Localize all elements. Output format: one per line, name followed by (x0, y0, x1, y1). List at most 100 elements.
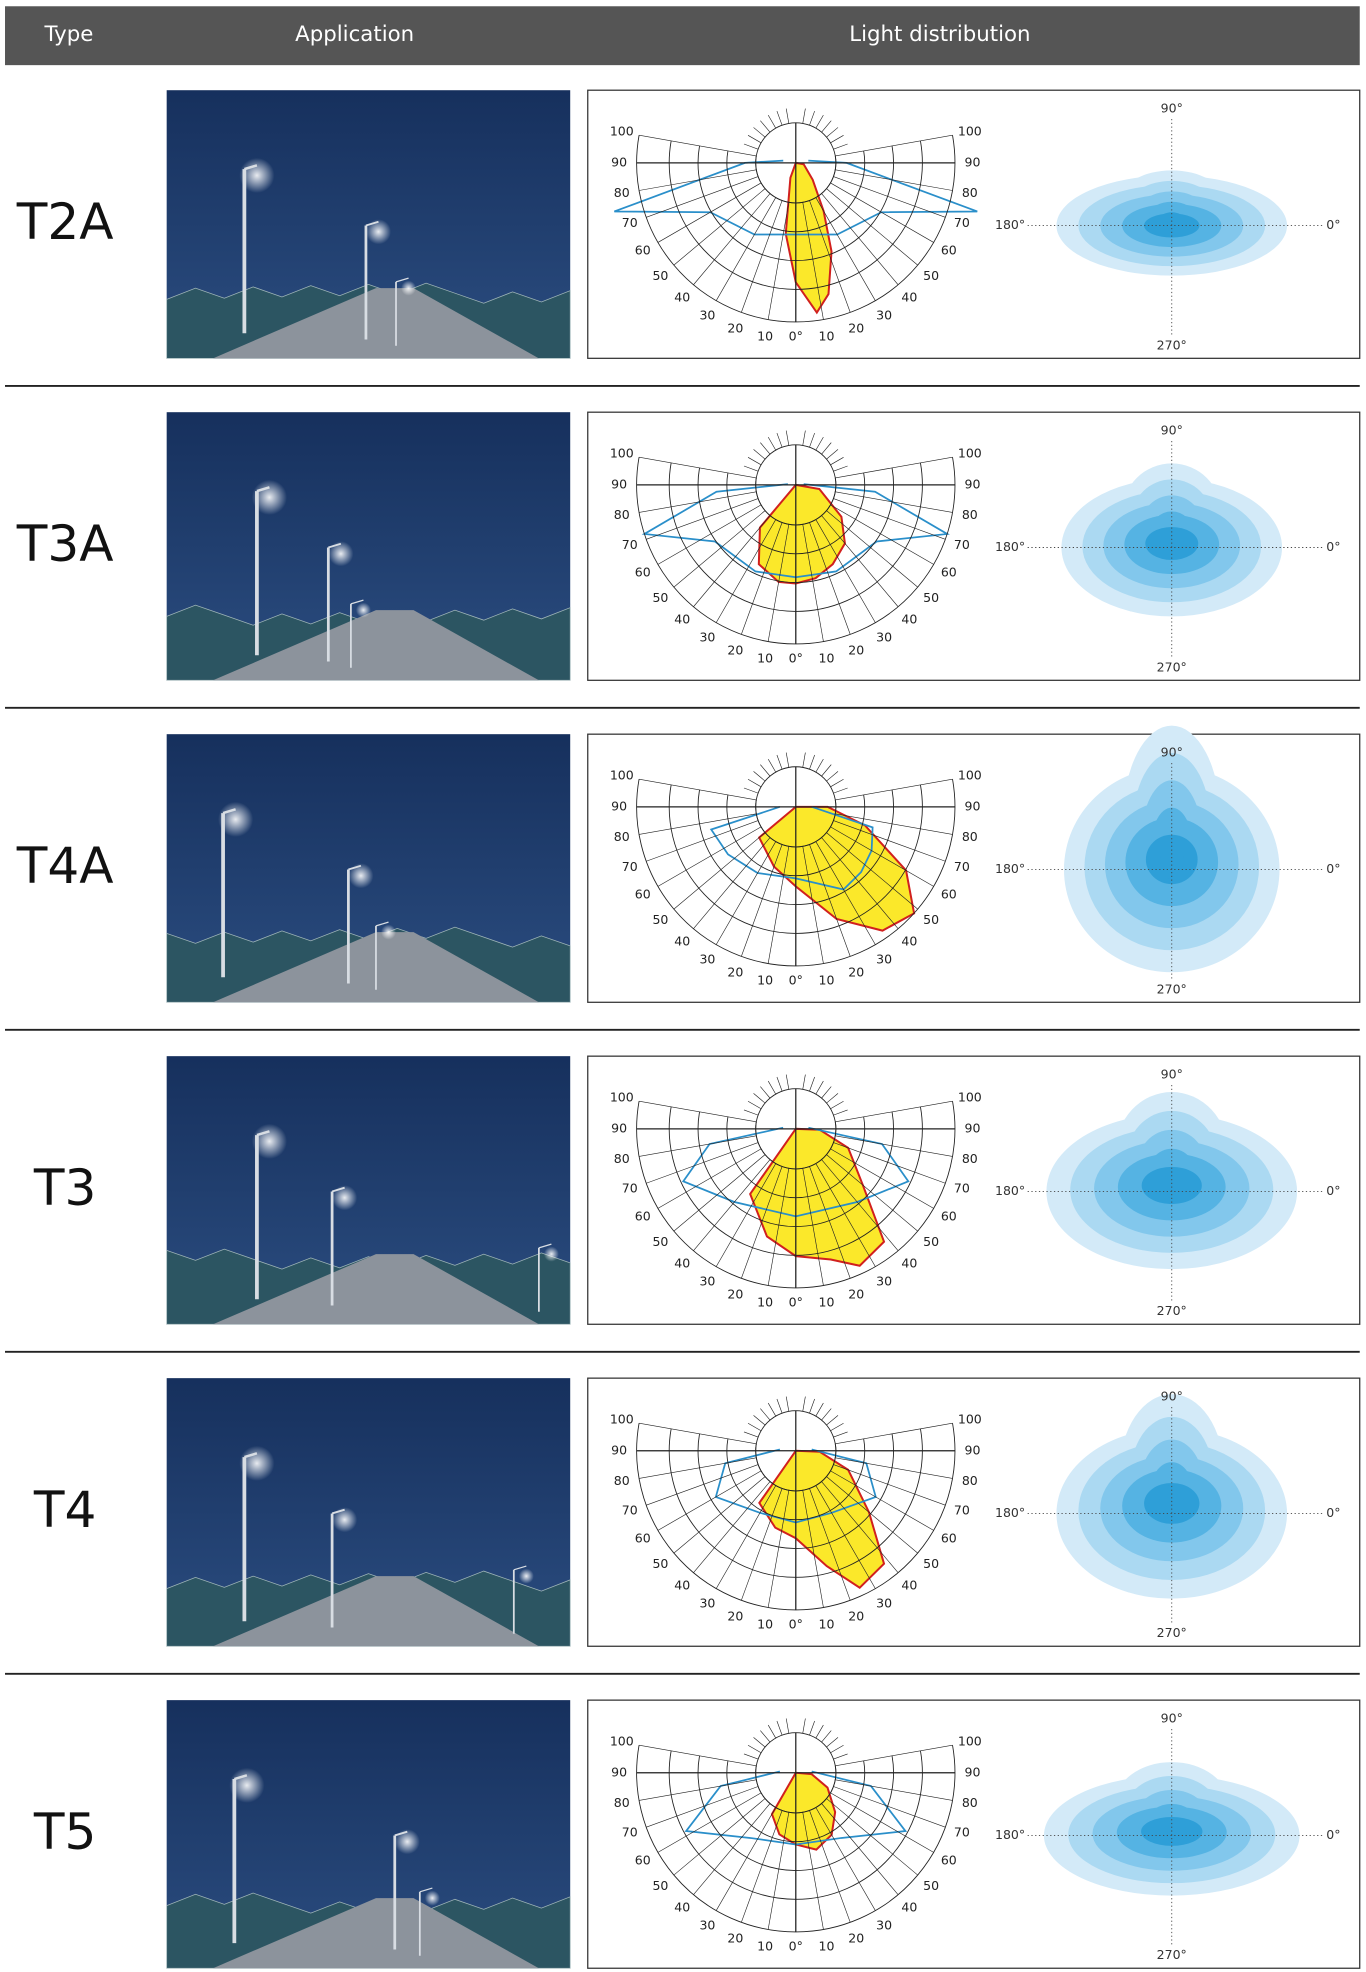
polar-spoke (815, 197, 876, 301)
polar-label: 40 (901, 612, 917, 627)
lamp-arm (513, 1565, 527, 1571)
polar-spoke (743, 1753, 759, 1760)
polar-spoke (833, 1464, 946, 1506)
polar-spoke (741, 200, 783, 313)
polar-spoke (673, 510, 766, 588)
polar-spoke (646, 1142, 759, 1184)
polar-spoke (693, 193, 771, 285)
polar-spoke (815, 519, 876, 623)
polar-spoke (826, 832, 918, 910)
polar-spoke (802, 108, 806, 124)
polar-label: 30 (699, 951, 715, 966)
polar-label: 100 (958, 446, 982, 461)
polar-spoke (821, 837, 899, 929)
application-image (166, 1700, 571, 1969)
polar-spoke (830, 1792, 934, 1853)
polar-label: 0° (789, 1294, 803, 1309)
polar-label: 30 (876, 307, 892, 322)
polar-spoke (657, 1792, 762, 1853)
polar-label: 70 (622, 1503, 638, 1518)
lamp-arm (256, 486, 270, 493)
polar-spoke (802, 1490, 824, 1608)
polar-spoke (802, 1812, 824, 1930)
polar-spoke (802, 202, 824, 320)
iso-label: 0° (1326, 1827, 1340, 1842)
iso-label: 90° (1161, 1710, 1183, 1725)
intensity-lobe (758, 1449, 886, 1590)
polar-label: 100 (610, 1412, 634, 1427)
polar-label: 60 (635, 1209, 651, 1224)
polar-spoke (815, 841, 876, 945)
polar-spoke (741, 844, 783, 957)
polar-label: 90 (965, 1120, 981, 1135)
iso-label: 180° (995, 539, 1025, 554)
polar-label: 80 (962, 1151, 978, 1166)
polar-spoke (638, 456, 757, 479)
polar-spoke (809, 432, 815, 448)
iso-label: 270° (1157, 1947, 1187, 1962)
polar-label: 20 (848, 964, 864, 979)
iso-label: 180° (995, 1505, 1025, 1520)
lamp-glow (348, 863, 374, 889)
polar-spoke (767, 1490, 790, 1608)
polar-label: 60 (635, 887, 651, 902)
polar-label: 70 (954, 1825, 970, 1840)
polar-spoke (657, 826, 762, 887)
polar-label: 60 (635, 1853, 651, 1868)
intensity-lobe (757, 805, 916, 932)
polar-spoke (638, 1422, 757, 1445)
polar-spoke (815, 1163, 876, 1267)
polar-spoke (657, 504, 762, 565)
polar-spoke (826, 127, 839, 138)
polar-label: 60 (635, 243, 651, 258)
polar-label: 20 (848, 1608, 864, 1623)
polar-label: 30 (876, 1917, 892, 1932)
polar-label: 20 (848, 1930, 864, 1945)
lamp-glow (401, 280, 417, 296)
polar-spoke (767, 1724, 777, 1739)
polar-spoke (802, 752, 806, 768)
polar-label: 100 (610, 1090, 634, 1105)
polar-spoke (646, 1786, 759, 1828)
polar-spoke (715, 197, 777, 301)
polar-spoke (826, 188, 918, 266)
iso-label: 90° (1161, 1066, 1183, 1081)
polar-spoke (809, 1398, 815, 1414)
road (213, 1254, 539, 1325)
polar-spoke (776, 1720, 783, 1736)
polar-spoke (776, 1398, 783, 1414)
polar-spoke (835, 1779, 953, 1801)
iso-label: 270° (1157, 659, 1187, 674)
polar-label: 70 (622, 1181, 638, 1196)
polar-label: 60 (941, 1531, 957, 1546)
polar-spoke (821, 442, 832, 455)
header-type: Type (43, 22, 93, 47)
polar-label: 20 (727, 1608, 743, 1623)
polar-spoke (693, 1803, 771, 1895)
polar-spoke (638, 1744, 757, 1767)
polar-spoke (767, 1080, 777, 1095)
polar-spoke (833, 176, 946, 218)
polar-label: 40 (901, 1900, 917, 1915)
polar-spoke (693, 1159, 771, 1251)
intensity-lobe (770, 1771, 837, 1851)
polar-spoke (821, 1159, 899, 1251)
polar-spoke (693, 515, 771, 607)
iso-label: 180° (995, 1827, 1025, 1842)
polar-label: 80 (614, 507, 630, 522)
lamp-glow (332, 1185, 358, 1211)
polar-label: 20 (727, 320, 743, 335)
application-image (166, 734, 571, 1003)
polar-spoke (821, 1803, 899, 1895)
polar-spoke (802, 1718, 806, 1734)
polar-spoke (741, 1166, 783, 1279)
polar-spoke (715, 841, 777, 945)
polar-spoke (826, 510, 918, 588)
polar-spoke (715, 1163, 777, 1267)
polar-label: 100 (610, 1734, 634, 1749)
polar-label: 20 (727, 964, 743, 979)
polar-spoke (815, 1080, 824, 1095)
polar-spoke (809, 1166, 851, 1279)
